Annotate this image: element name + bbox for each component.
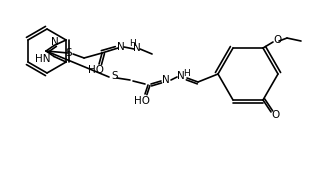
Text: H: H [183,68,189,78]
Text: HO: HO [134,96,150,106]
Text: HO: HO [88,65,104,75]
Text: S: S [66,48,72,58]
Text: HN: HN [35,54,50,65]
Text: H: H [129,40,135,49]
Text: N: N [51,37,59,47]
Text: N: N [177,71,185,81]
Text: N: N [133,43,141,53]
Text: N: N [162,75,170,85]
Text: N: N [117,42,125,52]
Text: O: O [273,35,281,45]
Text: O: O [272,110,280,120]
Text: S: S [112,71,118,81]
